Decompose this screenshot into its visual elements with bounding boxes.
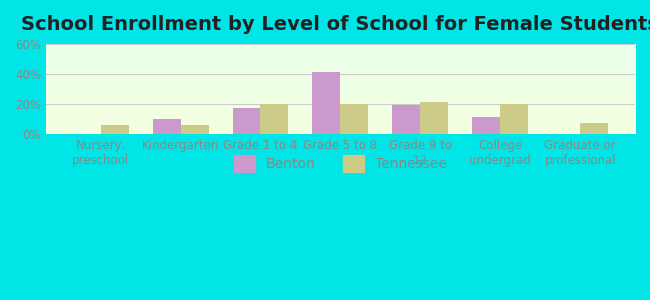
Legend: Benton, Tennessee: Benton, Tennessee <box>227 148 454 179</box>
Bar <box>580 124 608 134</box>
Bar <box>261 104 289 134</box>
Bar <box>393 105 421 134</box>
Bar <box>181 125 209 134</box>
Bar <box>153 119 181 134</box>
Bar <box>233 108 261 134</box>
Bar <box>500 104 528 134</box>
Bar <box>421 102 448 134</box>
Bar <box>341 104 369 134</box>
Bar <box>101 125 129 134</box>
Title: School Enrollment by Level of School for Female Students: School Enrollment by Level of School for… <box>21 15 650 34</box>
Bar <box>473 118 501 134</box>
Bar <box>313 72 341 134</box>
